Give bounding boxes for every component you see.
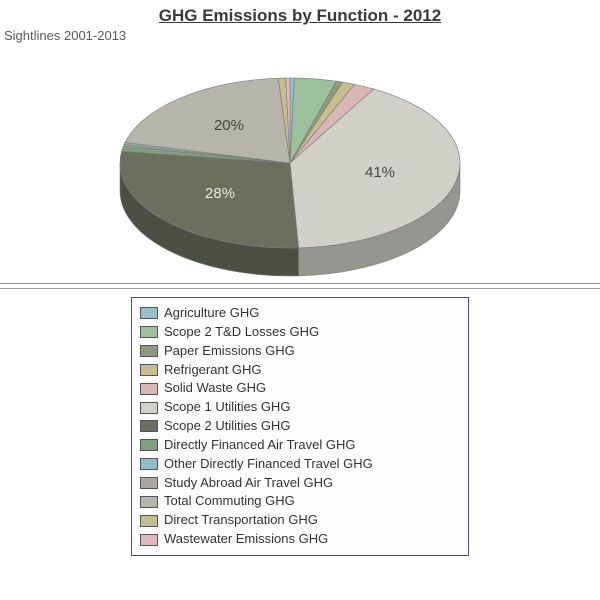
legend-swatch	[140, 534, 158, 546]
legend-item-study_abroad_air: Study Abroad Air Travel GHG	[140, 474, 460, 493]
legend-swatch	[140, 458, 158, 470]
legend-label: Wastewater Emissions GHG	[164, 530, 328, 549]
legend-label: Refrigerant GHG	[164, 361, 262, 380]
legend-label: Direct Transportation GHG	[164, 511, 318, 530]
legend-item-paper: Paper Emissions GHG	[140, 342, 460, 361]
pie-label-scope2_utilities: 28%	[205, 185, 235, 202]
legend-label: Scope 2 Utilities GHG	[164, 417, 290, 436]
legend-swatch	[140, 420, 158, 432]
legend-label: Study Abroad Air Travel GHG	[164, 474, 333, 493]
legend-label: Solid Waste GHG	[164, 379, 266, 398]
legend-item-scope2_utilities: Scope 2 Utilities GHG	[140, 417, 460, 436]
chart-subtitle: Sightlines 2001-2013	[0, 28, 600, 43]
legend-item-scope1_utilities: Scope 1 Utilities GHG	[140, 398, 460, 417]
legend-item-solid_waste: Solid Waste GHG	[140, 379, 460, 398]
legend-label: Agriculture GHG	[164, 304, 259, 323]
legend-item-direct_air_travel: Directly Financed Air Travel GHG	[140, 436, 460, 455]
legend-swatch	[140, 402, 158, 414]
legend-swatch	[140, 439, 158, 451]
legend-swatch	[140, 364, 158, 376]
legend-label: Directly Financed Air Travel GHG	[164, 436, 355, 455]
legend-item-refrigerant: Refrigerant GHG	[140, 361, 460, 380]
pie-chart: 41% 28% 20%	[0, 43, 600, 283]
legend-item-wastewater: Wastewater Emissions GHG	[140, 530, 460, 549]
legend-label: Scope 1 Utilities GHG	[164, 398, 290, 417]
pie-svg	[0, 43, 600, 283]
legend-swatch	[140, 383, 158, 395]
legend-item-direct_transport: Direct Transportation GHG	[140, 511, 460, 530]
legend-item-scope2_td_losses: Scope 2 T&D Losses GHG	[140, 323, 460, 342]
legend-label: Scope 2 T&D Losses GHG	[164, 323, 319, 342]
legend-swatch	[140, 345, 158, 357]
legend-item-other_direct_travel: Other Directly Financed Travel GHG	[140, 455, 460, 474]
legend-item-agriculture: Agriculture GHG	[140, 304, 460, 323]
divider-bottom	[0, 288, 600, 289]
pie-label-scope1_utilities: 41%	[365, 164, 395, 181]
legend-label: Total Commuting GHG	[164, 492, 295, 511]
legend-swatch	[140, 515, 158, 527]
legend-item-total_commuting: Total Commuting GHG	[140, 492, 460, 511]
legend-label: Paper Emissions GHG	[164, 342, 295, 361]
legend-swatch	[140, 326, 158, 338]
legend: Agriculture GHGScope 2 T&D Losses GHGPap…	[131, 297, 469, 556]
legend-swatch	[140, 477, 158, 489]
pie-label-total_commuting: 20%	[214, 117, 244, 134]
legend-swatch	[140, 307, 158, 319]
legend-swatch	[140, 496, 158, 508]
legend-label: Other Directly Financed Travel GHG	[164, 455, 373, 474]
chart-title: GHG Emissions by Function - 2012	[0, 0, 600, 26]
